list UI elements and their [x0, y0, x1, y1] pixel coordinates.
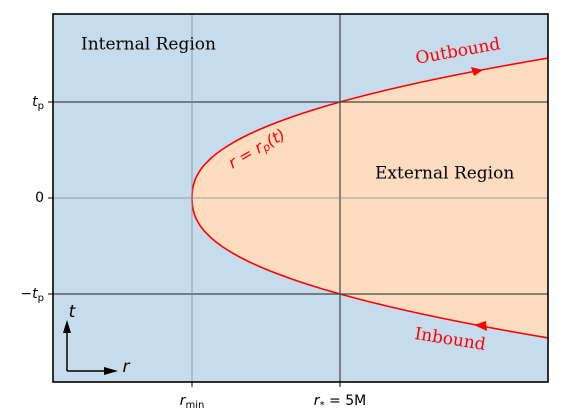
grid	[53, 14, 548, 382]
y-label-base: −t	[20, 286, 38, 302]
x-label-tail: = 5M	[325, 393, 367, 409]
key-t-label: t	[69, 302, 77, 322]
key-r-label: r	[123, 357, 131, 377]
y-label: −tp	[20, 286, 44, 304]
key-r-arrow	[104, 367, 118, 375]
external-label: External Region	[375, 164, 514, 184]
x-label: r* = 5M	[314, 393, 366, 411]
internal-label: Internal Region	[81, 35, 216, 55]
outbound-arrow	[471, 67, 483, 76]
inbound-arrow	[474, 321, 487, 331]
y-label-sub: p	[38, 101, 44, 112]
y-label-base: t	[32, 94, 38, 110]
y-label: tp	[32, 94, 44, 112]
x-label-sub: *	[320, 400, 325, 411]
x-label: rmin	[180, 393, 205, 411]
x-label-base: r	[180, 393, 187, 409]
y-label: 0	[35, 190, 44, 206]
y-label-base: 0	[35, 190, 44, 206]
key-t-arrow	[63, 320, 71, 333]
x-label-sub: min	[185, 400, 204, 411]
x-label-base: r	[314, 393, 321, 409]
y-label-sub: p	[38, 293, 44, 304]
